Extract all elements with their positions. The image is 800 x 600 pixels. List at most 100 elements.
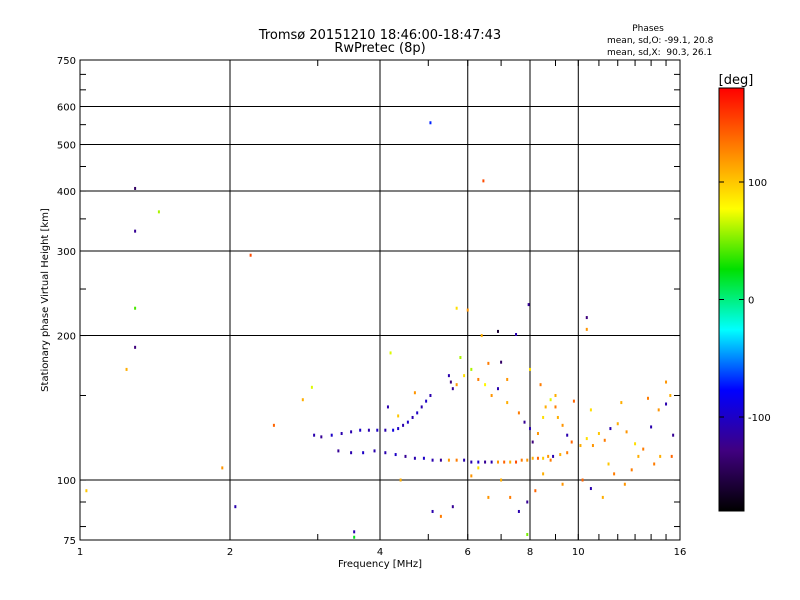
echo-point [439,514,442,518]
echo-point [134,229,137,233]
echo-point [585,437,588,441]
echo-point [616,422,619,426]
echo-point [490,394,493,398]
y-tick-label: 75 [63,536,76,547]
data-points [85,121,675,539]
echo-point [526,533,529,537]
x-tick-label: 2 [227,547,233,558]
echo-point [337,449,340,453]
echo-point [556,415,559,419]
echo-point [547,454,550,458]
echo-point [330,433,333,437]
echo-point [416,411,419,415]
echo-point [413,391,416,395]
echo-point [402,423,405,427]
colorbar-label: [deg] [719,73,754,88]
echo-point [384,451,387,455]
echo-point [350,451,353,455]
echo-point [134,186,137,190]
echo-point [630,468,633,472]
echo-point [439,458,442,462]
colorbar-tick-label: -100 [748,413,771,424]
echo-point [362,451,365,455]
echo-point [607,462,610,466]
echo-point [455,458,458,462]
echo-point [620,401,623,405]
echo-point [589,408,592,412]
echo-point [272,423,275,427]
echo-point [536,432,539,436]
echo-point [134,306,137,310]
phases-heading: Phases [632,24,664,34]
x-tick-label: 10 [572,547,585,558]
y-tick-label: 300 [57,247,76,258]
echo-point [539,383,542,387]
echo-point [653,462,656,466]
echo-point [320,435,323,439]
echo-point [561,423,564,427]
echo-point [359,428,362,432]
echo-point [659,454,662,458]
echo-point [249,253,252,257]
echo-point [670,454,673,458]
echo-point [549,398,552,402]
echo-point [406,420,409,424]
plot-area [79,59,681,541]
phase-stats-x: mean, sd,X: 90.3, 26.1 [607,48,712,58]
echo-point [554,405,557,409]
echo-point [597,432,600,436]
echo-point [506,401,509,405]
echo-point [517,509,520,513]
echo-point [534,489,537,493]
grid-lines [80,60,680,540]
echo-point [429,394,432,398]
echo-point [429,121,432,125]
echo-point [554,394,557,398]
echo-point [542,456,545,460]
echo-point [487,495,490,499]
echo-point [397,414,400,418]
echo-point [463,374,466,378]
y-tick-labels: 75 100 200 300 400 500 600 750 [57,56,76,547]
y-axis-label: Stationary phase Virtual Height [km] [40,208,51,392]
echo-point [591,444,594,448]
echo-point [431,458,434,462]
x-tick-label: 1 [77,547,83,558]
echo-point [384,428,387,432]
echo-point [603,438,606,442]
echo-point [310,385,313,389]
y-tick-label: 400 [57,187,76,198]
echo-point [529,427,531,431]
echo-point [496,460,499,464]
echo-point [301,398,304,402]
echo-point [340,432,343,436]
echo-point [455,383,458,387]
echo-point [672,433,675,437]
echo-point [526,500,529,504]
echo-point [85,489,88,493]
echo-point [506,377,509,381]
echo-point [542,472,545,476]
x-tick-label: 16 [674,547,687,558]
y-tick-label: 500 [57,141,76,152]
echo-point [482,179,485,183]
echo-point [477,377,480,381]
echo-point [413,456,416,460]
axis-ticks [79,60,681,540]
echo-point [477,466,480,470]
x-tick-label: 4 [377,547,383,558]
echo-point [500,360,503,364]
echo-point [536,456,539,460]
echo-point [157,210,160,214]
echo-point [455,306,458,310]
echo-point [531,440,534,444]
echo-point [601,495,604,499]
echo-point [470,474,473,478]
echo-point [394,453,397,457]
echo-point [669,394,672,398]
echo-point [544,405,547,409]
echo-point [665,380,668,384]
colorbar-tick-label: 100 [748,178,767,189]
echo-point [650,425,653,429]
